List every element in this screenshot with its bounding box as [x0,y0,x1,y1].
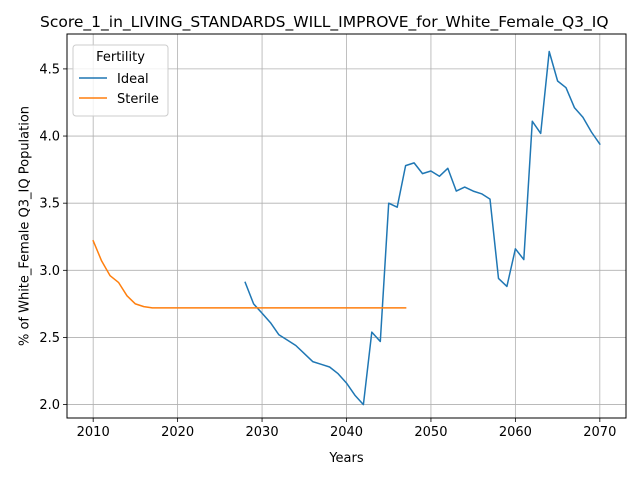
x-tick-label: 2070 [583,425,616,440]
legend-title: Fertility [96,50,145,65]
chart-title: Score_1_in_LIVING_STANDARDS_WILL_IMPROVE… [40,13,609,32]
legend-label-sterile: Sterile [117,92,159,107]
y-tick-label: 2.5 [39,331,60,346]
x-axis-ticks: 2010 2020 2030 2040 2050 2060 2070 [77,418,616,440]
x-tick-label: 2010 [77,425,110,440]
y-tick-label: 4.0 [39,130,60,145]
y-tick-label: 2.0 [39,398,60,413]
grid-lines [67,34,626,418]
x-tick-label: 2020 [161,425,194,440]
x-tick-label: 2030 [246,425,279,440]
x-axis-label: Years [328,451,364,466]
x-tick-label: 2060 [499,425,532,440]
y-tick-label: 3.5 [39,197,60,212]
legend-label-ideal: Ideal [117,72,149,87]
y-tick-label: 4.5 [39,62,60,77]
series-lines [92,50,601,406]
series-line-ideal [244,50,601,406]
y-axis-ticks: 2.0 2.5 3.0 3.5 4.0 4.5 [39,62,67,413]
x-tick-label: 2040 [330,425,363,440]
x-tick-label: 2050 [414,425,447,440]
y-axis-label: % of White_Female Q3_IQ Population [18,106,33,346]
series-line-sterile [92,239,407,309]
legend: Fertility Ideal Sterile [72,44,169,117]
y-tick-label: 3.0 [39,264,60,279]
